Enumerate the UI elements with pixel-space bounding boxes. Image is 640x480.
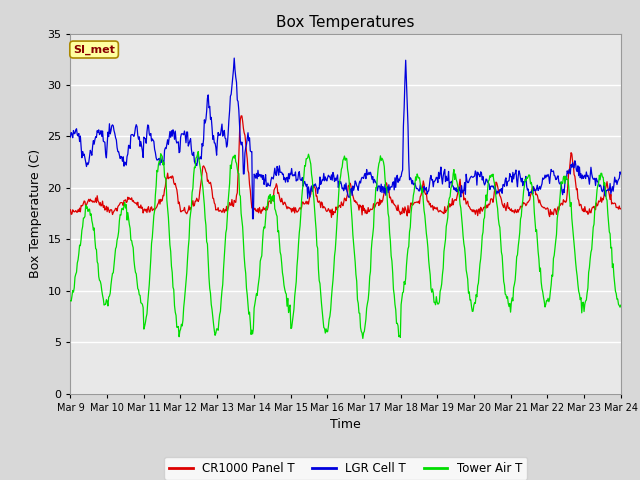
Y-axis label: Box Temperature (C): Box Temperature (C): [29, 149, 42, 278]
X-axis label: Time: Time: [330, 418, 361, 431]
Text: SI_met: SI_met: [73, 44, 115, 55]
Legend: CR1000 Panel T, LGR Cell T, Tower Air T: CR1000 Panel T, LGR Cell T, Tower Air T: [164, 457, 527, 480]
Title: Box Temperatures: Box Temperatures: [276, 15, 415, 30]
